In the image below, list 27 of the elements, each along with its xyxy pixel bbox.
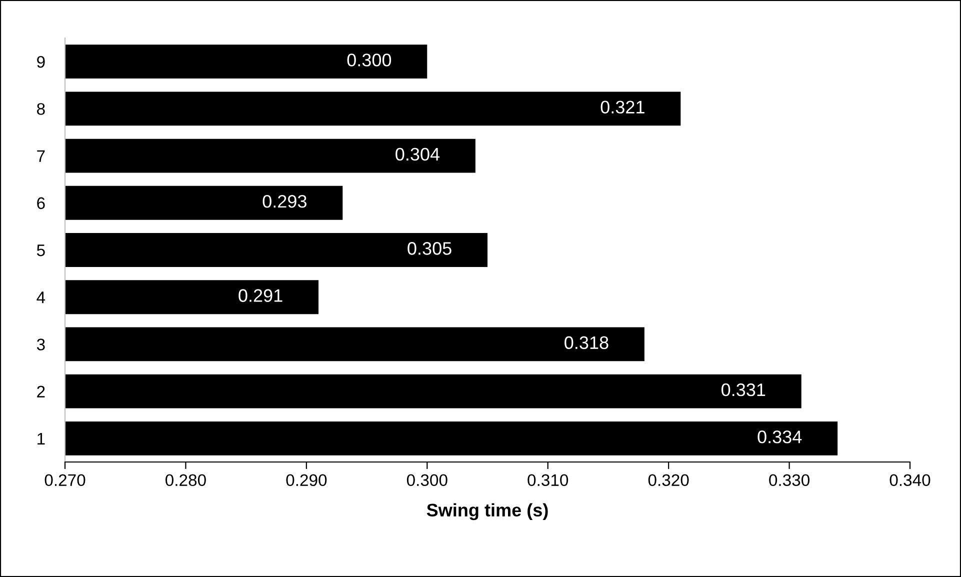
x-tick-label: 0.280 bbox=[166, 474, 206, 486]
y-tick-label: 1 bbox=[38, 433, 45, 444]
x-tick-label: 0.330 bbox=[769, 474, 810, 486]
data-label: 0.300 bbox=[347, 54, 392, 66]
data-label: 0.293 bbox=[262, 194, 306, 208]
y-tick-label: 3 bbox=[36, 338, 45, 350]
x-tick-label: 0.310 bbox=[528, 474, 568, 486]
x-axis-title: Swing time (s) bbox=[426, 503, 548, 520]
x-tick-label: 0.320 bbox=[648, 474, 689, 486]
x-tick-label: 0.300 bbox=[406, 474, 448, 486]
data-label: 0.304 bbox=[396, 148, 440, 161]
data-label: 0.291 bbox=[238, 289, 282, 302]
x-tick-label: 0.270 bbox=[44, 474, 86, 486]
y-tick-label: 9 bbox=[37, 56, 45, 68]
y-tick-label: 2 bbox=[37, 386, 45, 398]
y-tick-label: 5 bbox=[36, 244, 45, 256]
data-label: 0.331 bbox=[722, 383, 766, 396]
y-tick-label: 8 bbox=[37, 103, 45, 115]
data-label: 0.318 bbox=[564, 336, 608, 350]
x-tick-label: 0.340 bbox=[890, 474, 930, 486]
y-tick-label: 7 bbox=[37, 150, 45, 162]
y-tick-label: 4 bbox=[36, 292, 46, 304]
y-tick-label: 6 bbox=[37, 197, 45, 210]
x-tick-label: 0.290 bbox=[286, 474, 327, 486]
data-label: 0.305 bbox=[408, 242, 452, 255]
data-label: 0.334 bbox=[758, 430, 802, 444]
data-label: 0.321 bbox=[600, 100, 644, 114]
